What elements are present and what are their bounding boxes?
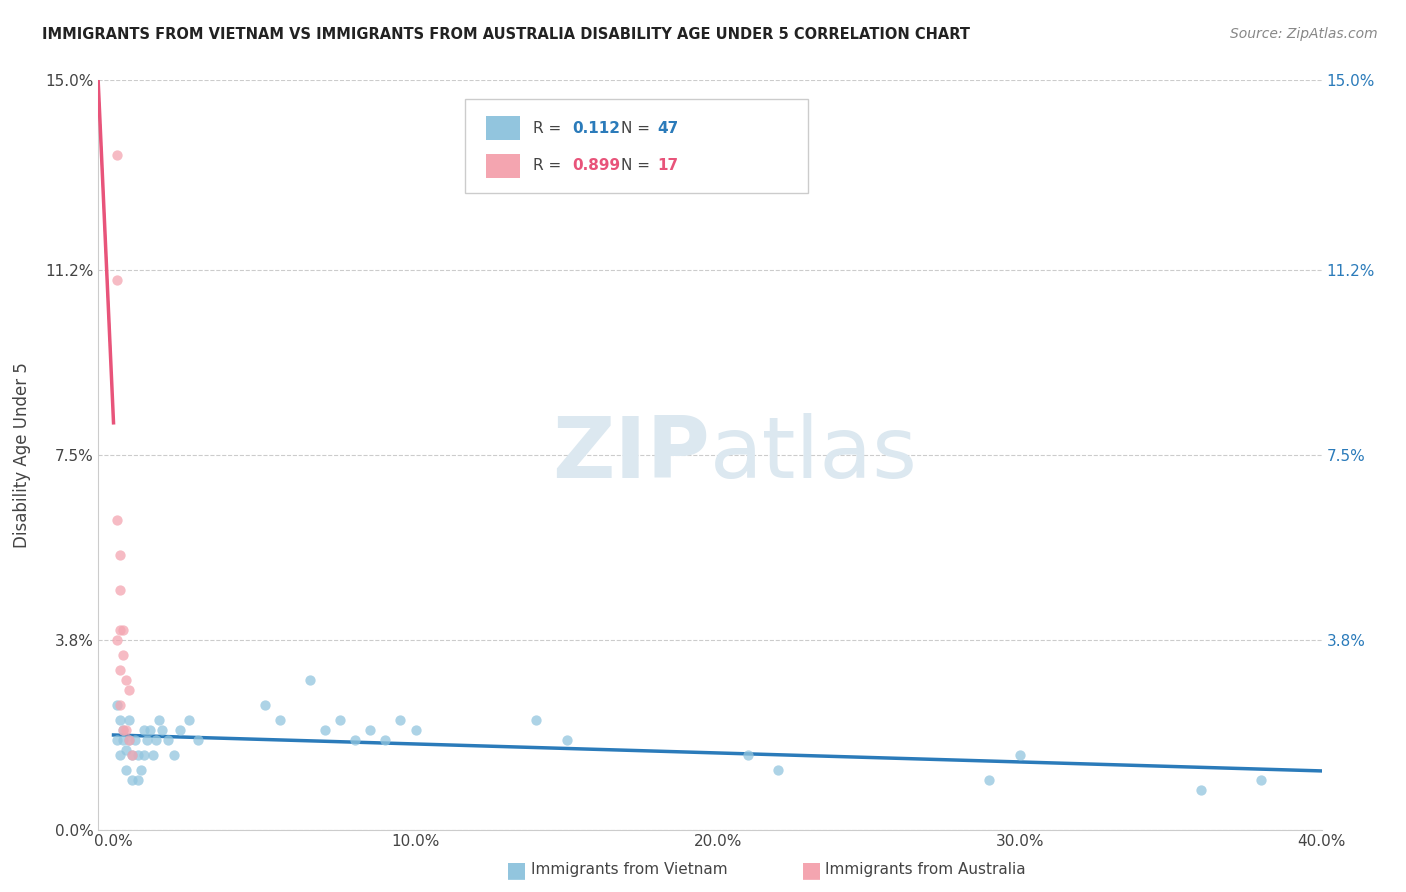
Point [105,698,128,712]
Point [108,582,131,597]
Point [374,732,396,747]
Point [139,723,162,737]
Point [121,772,143,787]
Point [111,623,134,637]
Point [177,713,200,727]
FancyBboxPatch shape [465,99,808,193]
Point [148,713,170,727]
Point [111,723,134,737]
Point [108,713,131,727]
Point [108,548,131,562]
Point [105,273,128,287]
Point [1250,772,1272,787]
Point [117,713,139,727]
Point [737,747,759,762]
Text: 17: 17 [658,158,679,173]
Point [117,732,139,747]
Point [108,663,131,677]
Point [1008,747,1031,762]
Text: 0.112: 0.112 [572,120,620,136]
Text: R =: R = [533,120,565,136]
Point [111,732,134,747]
Point [314,723,336,737]
Point [114,723,136,737]
Point [132,723,155,737]
Bar [486,116,520,140]
Point [108,698,131,712]
Text: Immigrants from Australia: Immigrants from Australia [825,863,1026,877]
Point [127,747,149,762]
Text: 0.899: 0.899 [572,158,620,173]
Point [129,763,152,777]
Point [1189,782,1212,797]
Point [187,732,209,747]
Point [389,713,412,727]
Point [135,732,157,747]
Point [359,723,381,737]
Text: ■: ■ [506,860,527,880]
Text: N =: N = [620,158,655,173]
Point [105,632,128,647]
Point [114,673,136,687]
Point [142,747,165,762]
Point [145,732,167,747]
Point [121,747,143,762]
Point [979,772,1001,787]
Text: Immigrants from Vietnam: Immigrants from Vietnam [531,863,728,877]
Point [117,682,139,697]
Point [766,763,789,777]
Point [105,513,128,527]
Point [150,723,173,737]
Point [132,747,155,762]
Point [555,732,578,747]
Point [127,772,149,787]
Point [108,623,131,637]
Text: ZIP: ZIP [553,413,710,497]
Point [156,732,179,747]
Text: Source: ZipAtlas.com: Source: ZipAtlas.com [1230,27,1378,41]
Point [117,732,139,747]
Y-axis label: Disability Age Under 5: Disability Age Under 5 [13,362,31,548]
Point [169,723,191,737]
Point [105,148,128,162]
Point [124,732,146,747]
Point [121,747,143,762]
Text: ■: ■ [801,860,823,880]
Point [253,698,276,712]
Point [298,673,321,687]
Text: R =: R = [533,158,565,173]
Point [269,713,291,727]
Point [114,742,136,756]
Point [114,763,136,777]
Point [405,723,427,737]
Bar [486,153,520,178]
Text: atlas: atlas [710,413,918,497]
Text: IMMIGRANTS FROM VIETNAM VS IMMIGRANTS FROM AUSTRALIA DISABILITY AGE UNDER 5 CORR: IMMIGRANTS FROM VIETNAM VS IMMIGRANTS FR… [42,27,970,42]
Point [163,747,186,762]
Point [111,723,134,737]
Point [524,713,547,727]
Text: N =: N = [620,120,655,136]
Point [111,648,134,662]
Point [105,732,128,747]
Point [108,747,131,762]
Point [329,713,352,727]
Point [344,732,367,747]
Text: 47: 47 [658,120,679,136]
